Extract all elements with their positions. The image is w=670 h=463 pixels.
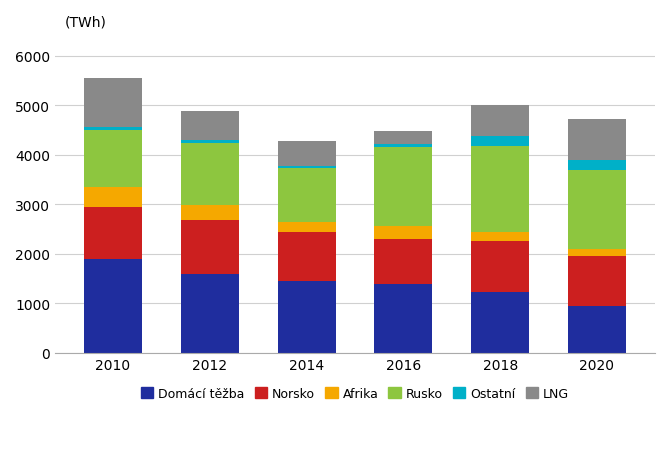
Bar <box>181 144 239 205</box>
Bar <box>568 250 626 256</box>
Bar <box>471 106 529 137</box>
Bar <box>277 282 336 353</box>
Bar <box>277 168 336 223</box>
Bar <box>375 239 432 285</box>
Bar <box>471 233 529 242</box>
Bar <box>471 293 529 353</box>
Bar <box>277 142 336 167</box>
Bar <box>375 227 432 239</box>
Bar <box>375 145 432 148</box>
Bar <box>84 79 142 128</box>
Bar <box>277 232 336 282</box>
Bar <box>277 223 336 232</box>
Bar <box>181 141 239 144</box>
Bar <box>471 242 529 293</box>
Bar <box>84 259 142 353</box>
Bar <box>84 207 142 259</box>
Bar <box>181 111 239 141</box>
Bar <box>84 128 142 131</box>
Bar <box>471 146 529 233</box>
Bar <box>181 274 239 353</box>
Bar <box>181 205 239 220</box>
Bar <box>375 285 432 353</box>
Bar <box>84 131 142 188</box>
Bar <box>277 167 336 168</box>
Bar <box>568 120 626 161</box>
Bar <box>568 256 626 306</box>
Bar <box>568 170 626 250</box>
Bar <box>84 188 142 207</box>
Text: (TWh): (TWh) <box>65 15 107 29</box>
Legend: Domácí těžba, Norsko, Afrika, Rusko, Ostatní, LNG: Domácí těžba, Norsko, Afrika, Rusko, Ost… <box>136 382 574 405</box>
Bar <box>568 161 626 170</box>
Bar <box>375 148 432 227</box>
Bar <box>181 220 239 274</box>
Bar <box>471 137 529 146</box>
Bar <box>375 131 432 145</box>
Bar <box>568 306 626 353</box>
